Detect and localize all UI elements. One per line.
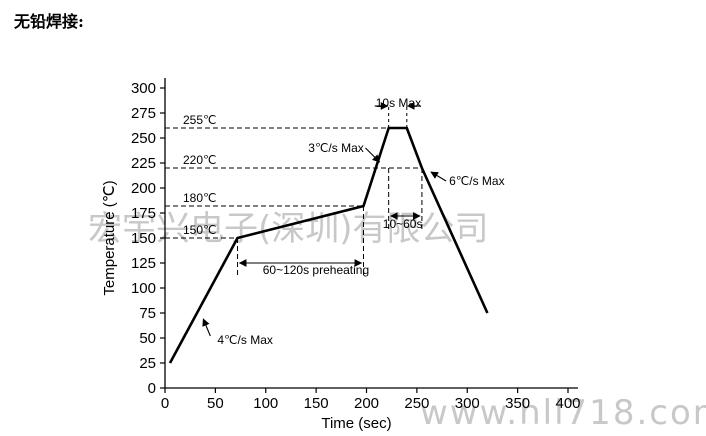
y-tick-label: 25 <box>139 355 156 372</box>
axes: 0 25 50 75 100 125 150 175 200 225 250 275 300 0 50 100… <box>101 78 581 432</box>
reference-label: 150℃ <box>183 223 217 237</box>
x-tick-label: 0 <box>161 395 169 412</box>
x-axis-label: Time (sec) <box>321 415 391 432</box>
y-tick-label: 275 <box>131 105 156 122</box>
annotation-label: 10s Max <box>376 96 421 110</box>
annotation-label: 3℃/s Max <box>308 141 364 155</box>
x-tick-label: 400 <box>555 395 580 412</box>
y-tick-label: 175 <box>131 205 156 222</box>
x-tick-label: 350 <box>505 395 530 412</box>
reference-label: 255℃ <box>183 113 217 127</box>
y-tick-label: 100 <box>131 280 156 297</box>
y-tick-label: 250 <box>131 130 156 147</box>
watermark-url: www.hll718.com <box>420 393 706 433</box>
reference-lines: 255℃ 220℃ 180℃ 150℃ <box>165 106 423 276</box>
annotation-label: 6℃/s Max <box>449 174 505 188</box>
slope-arrow <box>365 147 381 163</box>
annotation-label: 60~120s preheating <box>263 263 369 277</box>
y-tick-label: 200 <box>131 180 156 197</box>
annotation-label: 10~60s <box>383 217 423 231</box>
y-axis-label: Temperature (℃) <box>101 180 118 295</box>
y-tick-label: 50 <box>139 330 156 347</box>
reference-label: 220℃ <box>183 153 217 167</box>
annotation-layer: 4℃/s Max 60~120s preheating 3℃/s Max 10s Ma… <box>202 96 505 347</box>
series-layer <box>168 126 489 364</box>
x-tick-label: 200 <box>354 395 379 412</box>
x-tick-label: 150 <box>304 395 329 412</box>
y-tick-label: 225 <box>131 155 156 172</box>
annotation-label: 4℃/s Max <box>217 333 273 347</box>
page-title: 无铅焊接: <box>14 12 84 31</box>
x-tick-label: 250 <box>404 395 429 412</box>
reference-label: 180℃ <box>183 191 217 205</box>
profile-line <box>168 126 489 364</box>
y-tick-label: 300 <box>131 80 156 97</box>
y-tick-label: 0 <box>148 380 156 397</box>
y-tick-label: 150 <box>131 230 156 247</box>
x-tick-label: 50 <box>207 395 224 412</box>
slope-arrow <box>430 171 447 182</box>
x-tick-label: 300 <box>455 395 480 412</box>
slope-arrow <box>202 318 211 337</box>
y-tick-label: 75 <box>139 305 156 322</box>
y-tick-label: 125 <box>131 255 156 272</box>
x-tick-label: 100 <box>253 395 278 412</box>
